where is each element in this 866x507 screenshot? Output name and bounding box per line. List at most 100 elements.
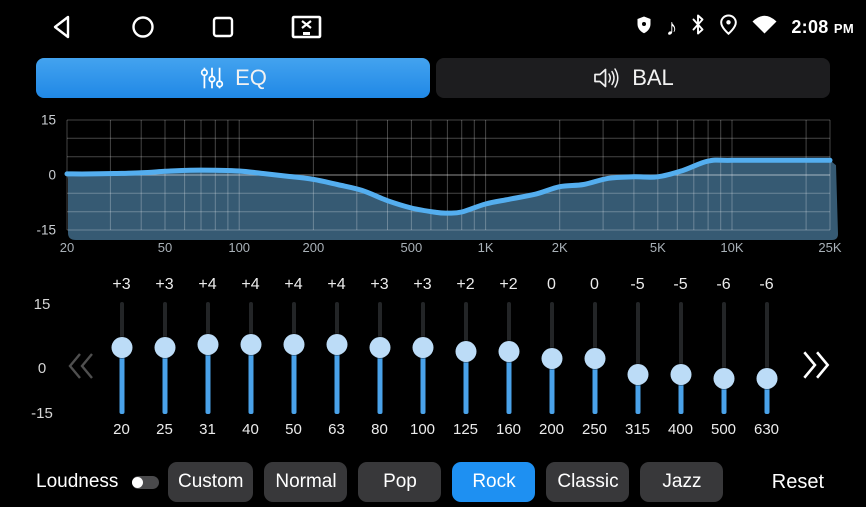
eq-slider-thumb[interactable] [455,340,476,362]
eq-slider-track[interactable] [272,302,315,414]
eq-slider-track[interactable] [229,302,272,414]
preset-button-rock[interactable]: Rock [452,462,536,502]
eq-slider-thumb[interactable] [369,337,390,359]
tab-bal[interactable]: BAL [436,58,830,98]
eq-slider-track[interactable] [573,302,616,414]
band-freq-label: 63 [328,421,345,438]
eq-slider-thumb[interactable] [498,340,519,362]
shield-icon [636,16,652,39]
eq-slider-thumb[interactable] [197,334,218,356]
preset-button-classic[interactable]: Classic [546,462,630,502]
y-axis-labels: 15 0 -15 [36,113,56,238]
slider-scale-min: -15 [31,405,53,422]
eq-slider-track[interactable] [401,302,444,414]
reset-button[interactable]: Reset [771,471,824,493]
preset-button-pop[interactable]: Pop [358,462,442,502]
eq-slider-track[interactable] [315,302,358,414]
clock: 2:08 PM [791,17,854,38]
slider-scale-zero: 0 [37,360,47,377]
preset-buttons: Custom Normal Pop Rock Classic Jazz [168,462,724,502]
eq-slider-track[interactable] [444,302,487,414]
eq-slider-track[interactable] [616,302,659,414]
slider-rail [635,302,640,414]
eq-band-31: +4 31 [186,276,229,438]
loudness-toggle[interactable] [132,476,159,489]
svg-text:2K: 2K [552,240,568,255]
slider-active-fill [549,358,554,414]
eq-slider-track[interactable] [358,302,401,414]
bottom-bar: Loudness Custom Normal Pop Rock Classic Jazz … [0,462,866,504]
eq-slider-track[interactable] [487,302,530,414]
double-chevron-left-icon[interactable] [66,350,96,387]
speaker-volume-icon [592,65,622,91]
eq-band-50: +4 50 [272,276,315,438]
eq-slider-track[interactable] [659,302,702,414]
band-value-label: +4 [327,276,346,293]
eq-band-160: +2 160 [487,276,530,438]
slider-active-fill [506,351,511,414]
eq-slider-thumb[interactable] [412,337,433,359]
home-circle-icon[interactable] [131,15,155,39]
eq-slider-track[interactable] [143,302,186,414]
recents-square-icon[interactable] [211,15,235,39]
band-slider-row: +3 20 +3 25 +4 31 +4 40 +4 50 +4 63 +3 80 +3 100 +2 125 +2… [100,276,788,438]
preset-button-jazz[interactable]: Jazz [640,462,724,502]
eq-slider-track[interactable] [530,302,573,414]
eq-band-250: 0 250 [573,276,616,438]
eq-chart-svg: 20 50 100 200 500 1K 2K 5K 10K 25K 15 0 -15 [36,113,841,256]
slider-active-fill [592,358,597,414]
equalizer-sliders-icon [199,65,225,91]
eq-band-500: -6 500 [702,276,745,438]
slider-active-fill [205,344,210,414]
eq-slider-thumb[interactable] [627,364,648,386]
band-freq-label: 160 [495,421,522,438]
eq-band-25: +3 25 [143,276,186,438]
eq-slider-thumb[interactable] [111,337,132,359]
band-freq-label: 80 [371,421,388,438]
eq-slider-thumb[interactable] [713,367,734,389]
band-value-label: +3 [112,276,131,293]
band-value-label: -5 [673,276,688,293]
svg-text:1K: 1K [478,240,494,255]
eq-slider-track[interactable] [186,302,229,414]
eq-slider-thumb[interactable] [670,364,691,386]
eq-slider-thumb[interactable] [584,347,605,369]
eq-slider-thumb[interactable] [756,367,777,389]
wifi-icon [752,15,777,39]
band-value-label: +3 [413,276,432,293]
eq-slider-track[interactable] [745,302,788,414]
nav-buttons [50,0,322,54]
screenshot-icon[interactable] [291,15,322,39]
band-freq-label: 20 [113,421,130,438]
eq-slider-track[interactable] [100,302,143,414]
preset-button-custom[interactable]: Custom [168,462,254,502]
slider-active-fill [678,374,683,414]
eq-curve-line [64,157,833,216]
eq-slider-thumb[interactable] [283,334,304,356]
chart-grid [66,119,831,231]
eq-slider-track[interactable] [702,302,745,414]
band-freq-label: 250 [581,421,608,438]
clock-meridiem: PM [833,20,854,36]
back-triangle-icon[interactable] [50,15,75,39]
status-bar: ♪ 2:08 PM [0,0,866,54]
double-chevron-right-icon[interactable] [800,348,832,387]
band-freq-label: 50 [285,421,302,438]
eq-slider-thumb[interactable] [541,347,562,369]
svg-text:500: 500 [401,240,423,255]
slider-active-fill [635,374,640,414]
band-freq-label: 125 [452,421,479,438]
slider-rail [678,302,683,414]
eq-slider-thumb[interactable] [154,337,175,359]
preset-button-normal[interactable]: Normal [264,462,348,502]
band-freq-label: 200 [538,421,565,438]
eq-slider-thumb[interactable] [326,334,347,356]
band-freq-label: 500 [710,421,737,438]
slider-active-fill [119,347,124,414]
eq-slider-thumb[interactable] [240,334,261,356]
slider-rail [764,302,769,414]
tab-eq[interactable]: EQ [36,58,430,98]
band-value-label: -6 [716,276,731,293]
eq-band-40: +4 40 [229,276,272,438]
